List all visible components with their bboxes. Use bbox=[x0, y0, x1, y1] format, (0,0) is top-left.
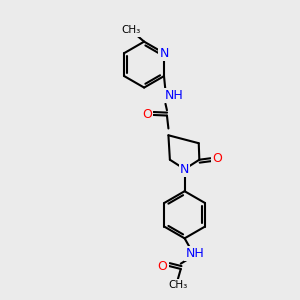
Text: CH₃: CH₃ bbox=[168, 280, 188, 290]
Text: N: N bbox=[159, 46, 169, 60]
Text: N: N bbox=[180, 163, 189, 176]
Text: CH₃: CH₃ bbox=[121, 26, 140, 35]
Text: NH: NH bbox=[164, 89, 183, 102]
Text: O: O bbox=[212, 152, 222, 165]
Text: O: O bbox=[158, 260, 167, 272]
Text: NH: NH bbox=[185, 247, 204, 260]
Text: O: O bbox=[142, 109, 152, 122]
